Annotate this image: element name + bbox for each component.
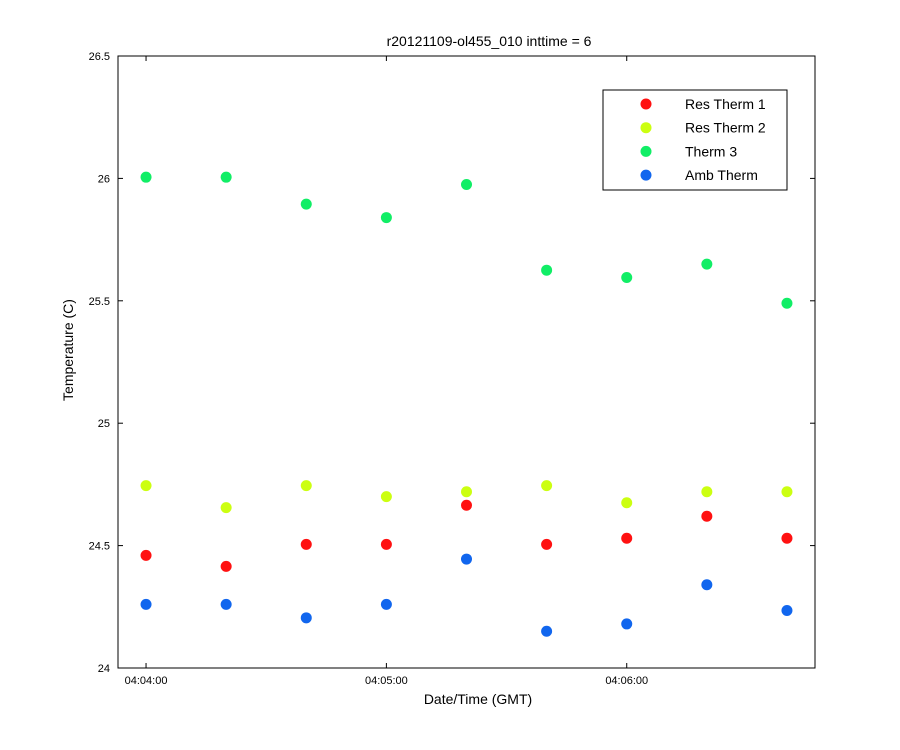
point-res-therm-2: [541, 480, 553, 492]
point-amb-therm: [621, 618, 633, 630]
data-points: [140, 171, 793, 637]
y-tick-label: 24.5: [89, 541, 110, 553]
point-therm-3: [541, 264, 553, 276]
point-amb-therm: [220, 598, 232, 610]
x-axis-ticks: 04:04:00 04:05:00 04:06:00: [125, 56, 648, 687]
y-axis-title: Temperature (C): [60, 299, 76, 401]
x-axis-title: Date/Time (GMT): [424, 691, 532, 707]
point-res-therm-1: [380, 538, 392, 550]
x-tick-label: 04:05:00: [365, 675, 408, 687]
point-res-therm-2: [781, 486, 793, 498]
legend-marker-amb-therm: [640, 169, 652, 181]
point-res-therm-1: [541, 538, 553, 550]
point-therm-3: [461, 179, 472, 191]
point-therm-3: [220, 171, 232, 183]
legend-label-res-therm-2: Res Therm 2: [685, 120, 766, 136]
legend-marker-therm-3: [640, 145, 652, 157]
point-res-therm-2: [701, 486, 713, 498]
point-amb-therm: [541, 625, 553, 637]
point-res-therm-2: [380, 491, 392, 503]
legend-label-res-therm-1: Res Therm 1: [685, 96, 766, 112]
chart-title: r20121109-ol455_010 inttime = 6: [387, 33, 592, 49]
legend-marker-res-therm-2: [640, 122, 652, 134]
legend-label-amb-therm: Amb Therm: [685, 167, 758, 183]
y-tick-label: 25.5: [89, 296, 110, 308]
y-tick-label: 24: [98, 663, 110, 675]
x-tick-label: 04:06:00: [605, 675, 648, 687]
point-therm-3: [621, 272, 633, 284]
legend-marker-res-therm-1: [640, 98, 652, 110]
point-res-therm-1: [461, 499, 472, 511]
legend-label-therm-3: Therm 3: [685, 143, 737, 159]
point-res-therm-1: [220, 560, 232, 572]
point-amb-therm: [140, 598, 152, 610]
point-therm-3: [701, 258, 713, 270]
point-res-therm-2: [621, 497, 633, 509]
y-tick-label: 26: [98, 173, 110, 185]
point-therm-3: [781, 297, 793, 309]
point-therm-3: [300, 198, 312, 210]
point-res-therm-1: [621, 532, 633, 544]
point-res-therm-2: [220, 502, 232, 514]
point-res-therm-1: [781, 532, 793, 544]
y-tick-label: 25: [98, 418, 110, 430]
point-res-therm-2: [140, 480, 152, 492]
y-tick-label: 26.5: [89, 51, 110, 63]
point-res-therm-2: [300, 480, 312, 492]
point-res-therm-1: [300, 538, 312, 550]
point-amb-therm: [461, 553, 472, 565]
point-therm-3: [140, 171, 152, 183]
point-therm-3: [380, 212, 392, 224]
point-res-therm-2: [461, 486, 472, 498]
legend: Res Therm 1 Res Therm 2 Therm 3 Amb Therm: [602, 89, 788, 191]
x-tick-label: 04:04:00: [125, 675, 168, 687]
y-axis-ticks: 24 24.5 25 25.5 26 26.5: [89, 51, 815, 675]
point-amb-therm: [300, 612, 312, 624]
point-amb-therm: [380, 598, 392, 610]
point-res-therm-1: [140, 549, 152, 561]
point-res-therm-1: [701, 510, 713, 522]
point-amb-therm: [701, 579, 713, 591]
legend-box: [602, 89, 788, 191]
point-amb-therm: [781, 604, 793, 616]
